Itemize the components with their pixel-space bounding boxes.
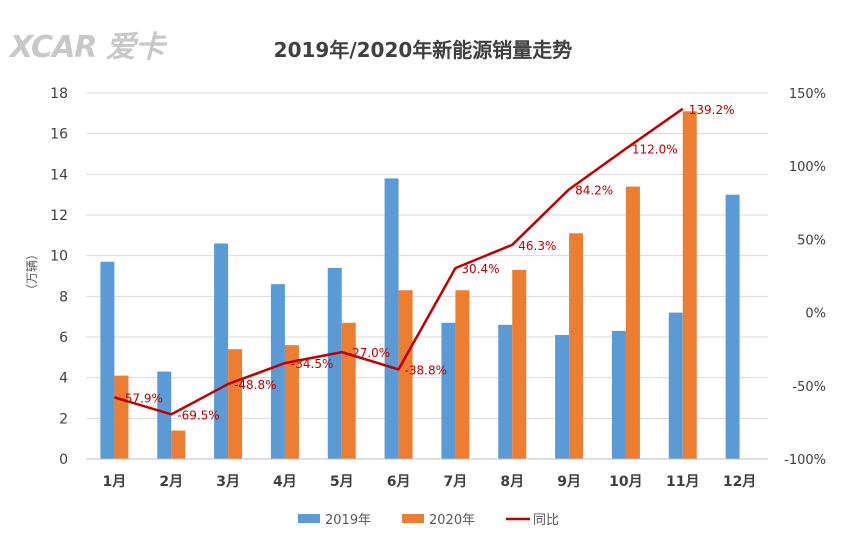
x-tick-label: 2月	[159, 474, 183, 490]
bar-2020年	[569, 233, 584, 459]
legend-label: 2020年	[429, 513, 475, 528]
yoy-data-label: 84.2%	[575, 183, 613, 197]
bar-2020年	[682, 111, 697, 460]
y2-tick-label: -50%	[792, 380, 826, 395]
bar-2019年	[214, 243, 229, 459]
x-tick-label: 6月	[387, 474, 411, 490]
y-tick-label: 8	[59, 289, 68, 305]
x-tick-label: 1月	[103, 474, 127, 490]
y2-tick-label: 150%	[789, 87, 826, 102]
x-tick-label: 7月	[444, 474, 468, 490]
yoy-data-label: 139.2%	[689, 103, 735, 117]
yoy-data-label: 112.0%	[632, 143, 678, 157]
y-axis-label: （万辆）	[25, 248, 39, 296]
y-tick-label: 4	[59, 371, 68, 387]
bar-2019年	[498, 324, 513, 459]
y2-tick-label: 100%	[789, 160, 826, 175]
bar-2020年	[114, 375, 129, 459]
x-tick-label: 3月	[216, 474, 240, 490]
y-tick-label: 18	[50, 86, 68, 102]
x-tick-label: 9月	[557, 474, 581, 490]
bar-2020年	[228, 349, 243, 459]
legend-swatch	[402, 514, 424, 523]
y2-tick-label: 0%	[805, 307, 826, 322]
y-tick-label: 6	[59, 330, 68, 346]
bar-2019年	[157, 371, 172, 459]
yoy-data-label: -48.8%	[234, 378, 276, 392]
bar-2019年	[384, 178, 399, 459]
x-tick-label: 5月	[330, 474, 354, 490]
yoy-data-label: 30.4%	[461, 262, 499, 276]
yoy-line	[114, 107, 684, 416]
x-tick-label: 8月	[500, 474, 524, 490]
chart-title: 2019年/2020年新能源销量走势	[273, 38, 573, 62]
x-tick-label: 12月	[723, 474, 756, 490]
bar-2019年	[555, 334, 570, 459]
yoy-data-label: -34.5%	[291, 357, 333, 371]
x-tick-label: 4月	[273, 474, 297, 490]
bar-2019年	[611, 330, 626, 459]
y2-tick-label: 50%	[797, 233, 826, 248]
legend-label: 2019年	[325, 513, 371, 528]
bar-2020年	[512, 269, 527, 459]
y-tick-label: 10	[50, 249, 68, 265]
yoy-data-label: -57.9%	[120, 391, 162, 405]
bar-2019年	[270, 284, 285, 459]
legend-label: 同比	[533, 513, 559, 528]
y-tick-label: 2	[59, 411, 68, 427]
yoy-data-label: -27.0%	[348, 346, 390, 360]
y-tick-label: 14	[50, 167, 68, 183]
legend-swatch	[298, 514, 320, 523]
y-tick-label: 12	[50, 208, 68, 224]
yoy-data-label: -69.5%	[177, 408, 219, 422]
y-tick-label: 0	[59, 452, 68, 468]
y2-tick-label: -100%	[784, 453, 826, 468]
bar-2019年	[327, 267, 342, 459]
x-tick-label: 10月	[609, 474, 642, 490]
bar-2020年	[625, 186, 640, 460]
yoy-data-label: -38.8%	[405, 363, 447, 377]
xcar-logo: XCAR 爱卡	[10, 30, 165, 65]
bar-2019年	[441, 322, 456, 459]
bar-2019年	[668, 312, 683, 459]
yoy-data-label: 46.3%	[518, 239, 556, 253]
bar-2020年	[398, 290, 413, 459]
bar-2020年	[171, 430, 186, 459]
bar-2019年	[100, 261, 115, 459]
y-tick-label: 16	[50, 127, 68, 143]
bar-2019年	[725, 194, 740, 459]
bar-2020年	[284, 345, 299, 459]
bar-2020年	[455, 290, 470, 459]
bar-2020年	[341, 322, 356, 459]
x-tick-label: 11月	[666, 474, 699, 490]
